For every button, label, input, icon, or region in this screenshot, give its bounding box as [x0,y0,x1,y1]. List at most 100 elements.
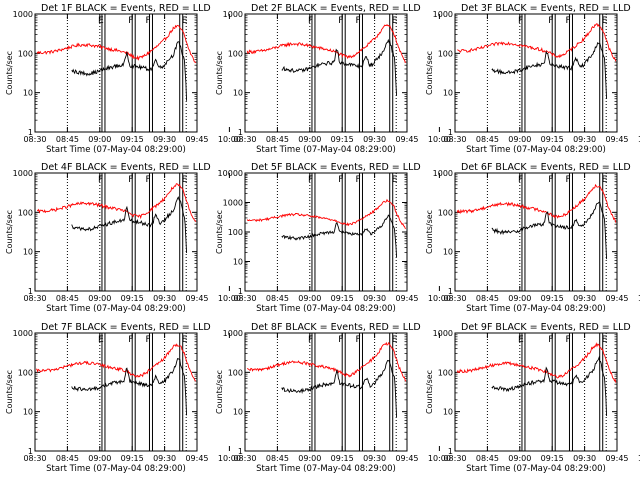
interval-marker: F [128,16,133,26]
x-tick-label: 09:45 [605,454,628,463]
y-tick-label: 1 [28,128,33,137]
y-tick-label: 1 [448,447,453,456]
interval-marker: F [308,335,313,345]
plot-frame [454,13,618,133]
x-axis-label: Start Time (07-May-04 08:29:00) [466,304,606,314]
y-tick-label: 1000 [223,199,243,208]
chart-title: Det 9F BLACK = Events, RED = LLD [461,322,631,333]
y-tick-label: 1 [448,287,453,296]
plot-frame [454,172,618,292]
x-tick-label: 09:00 [508,454,531,463]
y-axis-label: Counts/sec [215,51,224,95]
y-tick-label: 1 [28,447,33,456]
lld-series-line [456,342,617,383]
chart-panel: Det 1F BLACK = Events, RED = LLD11010010… [5,3,241,155]
chart-panel: Det 6F BLACK = Events, RED = LLD 1 10 100 10… [425,162,640,314]
x-tick-label: 08:30 [23,135,46,144]
interval-marker: F [128,175,133,185]
y-axis-label: Counts/sec [425,370,434,414]
x-tick-label: 09:00 [298,454,321,463]
chart-title: Det 8F BLACK = Events, RED = LLD [251,322,421,333]
x-tick-label: 09:00 [88,454,111,463]
y-tick-label: 100 [438,368,453,377]
y-tick-label: 10 [233,408,243,417]
x-tick-label: 08:30 [443,294,466,303]
x-tick-label: 09:15 [541,454,564,463]
chart-title: Det 6F BLACK = Events, RED = LLD [461,162,631,173]
x-tick-label: 10:00 [218,135,241,144]
lld-series-line [246,341,407,382]
events-series-line [491,201,608,260]
interval-marker: F [338,16,343,26]
x-tick-label: 09:30 [153,454,176,463]
x-tick-label: 08:45 [476,454,499,463]
x-tick-label: 09:00 [88,294,111,303]
y-tick-label: 1 [238,287,243,296]
lld-series-line [36,343,196,382]
interval-marker: E [182,16,188,26]
interval-marker: E [182,335,188,345]
x-tick-label: 09:30 [573,294,596,303]
plot-frame [244,332,408,452]
interval-marker: F [355,16,360,26]
interval-marker: F [548,175,553,185]
interval-marker: E [98,335,104,345]
y-tick-label: 10 [233,258,243,267]
x-tick-label: 10:00 [218,454,241,463]
x-tick-label: 09:15 [331,454,354,463]
plot-frame [244,13,408,133]
x-tick-label: 08:30 [443,454,466,463]
interval-marker: F [565,175,570,185]
y-tick-label: 10 [443,408,453,417]
lld-series-line [457,23,617,62]
y-tick-label: 100 [228,368,243,377]
interval-marker: F [355,175,360,185]
chart-title: Det 4F BLACK = Events, RED = LLD [41,162,211,173]
interval-marker: F [355,335,360,345]
plot-frame [454,332,618,452]
x-tick-label: 10:00 [638,454,640,463]
interval-marker: F [548,335,553,345]
x-tick-label: 08:30 [233,294,256,303]
chart-panel: Det 4F BLACK = Events, RED = LLD 1 10 100 10… [5,162,241,314]
x-tick-label: 09:45 [185,135,208,144]
x-tick-label: 10:00 [428,294,451,303]
y-axis-label: Counts/sec [425,51,434,95]
x-tick-label: 08:45 [56,454,79,463]
y-tick-label: 1000 [223,10,243,19]
interval-marker: F [308,175,313,185]
interval-marker: E [182,175,188,185]
interval-marker: F [98,175,103,185]
interval-marker: F [548,16,553,26]
x-axis-label: Start Time (07-May-04 08:29:00) [256,145,396,155]
x-tick-label: 10:00 [428,135,451,144]
chart-title: Det 7F BLACK = Events, RED = LLD [41,322,211,333]
y-tick-label: 1000 [433,329,453,338]
x-tick-label: 09:00 [88,135,111,144]
y-axis-label: Counts/sec [5,370,14,414]
x-tick-label: 09:30 [363,454,386,463]
x-tick-label: 08:45 [476,294,499,303]
interval-marker: F [308,16,313,26]
y-tick-label: 100 [18,208,33,217]
x-axis-label: Start Time (07-May-04 08:29:00) [256,464,396,474]
interval-marker: F [128,335,133,345]
chart-panel: Det 9F BLACK = Events, RED = LLD 1 10 100 10… [425,322,640,474]
x-tick-label: 10:00 [638,135,640,144]
x-axis-label: Start Time (07-May-04 08:29:00) [256,304,396,314]
y-tick-label: 10000 [218,169,243,178]
interval-marker: E [98,16,104,26]
x-tick-label: 09:00 [508,294,531,303]
x-axis-label: Start Time (07-May-04 08:29:00) [46,304,186,314]
events-series-line [281,359,398,418]
plot-frame [244,172,408,292]
x-tick-label: 09:30 [573,454,596,463]
interval-marker: F [338,175,343,185]
x-tick-label: 08:45 [266,135,289,144]
y-tick-label: 1 [448,128,453,137]
interval-marker: E [602,175,608,185]
x-tick-label: 09:30 [363,135,386,144]
x-tick-label: 08:30 [443,135,466,144]
chart-panel: Det 7F BLACK = Events, RED = LLD 1 10 100 10… [5,322,241,474]
x-axis-label: Start Time (07-May-04 08:29:00) [46,464,186,474]
